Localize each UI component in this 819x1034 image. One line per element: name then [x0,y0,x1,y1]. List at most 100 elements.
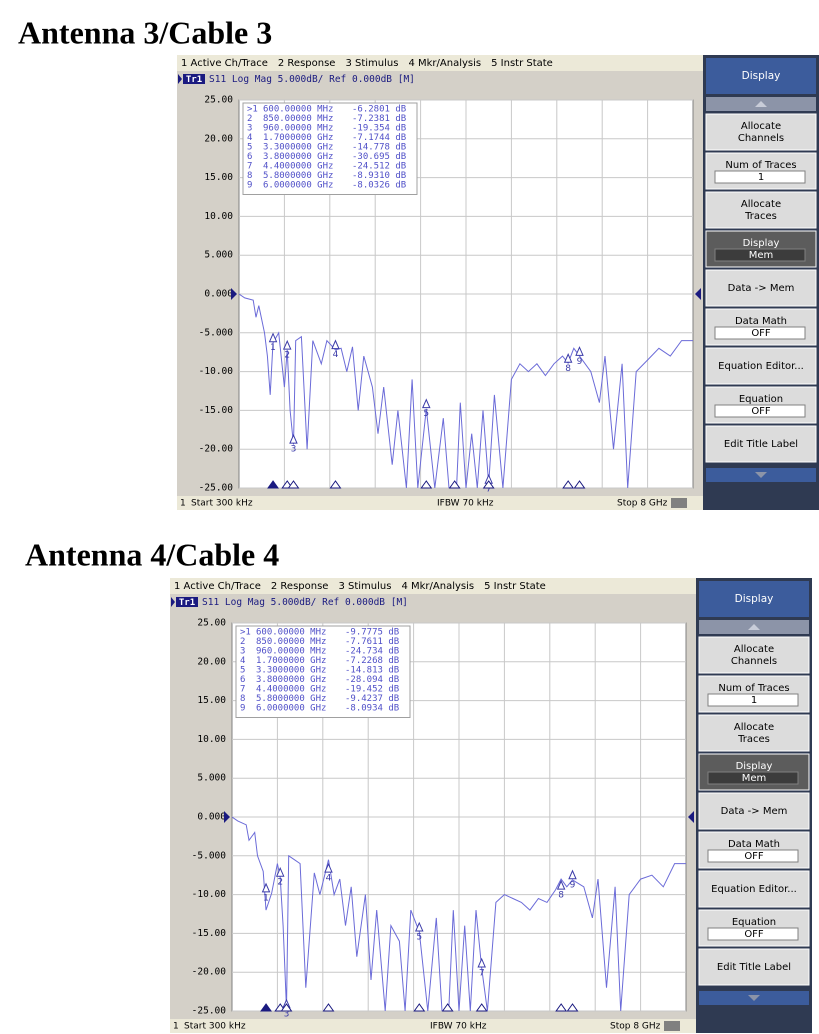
softkey[interactable] [698,948,810,986]
marker-id: 4 [247,133,252,143]
softkey[interactable] [698,792,810,830]
softkey-value: OFF [744,851,764,862]
marker-axis [420,480,433,489]
menu-item[interactable]: 2 Response [278,58,336,69]
softkey-value-box [707,693,799,707]
softkey-label: Channels [731,656,777,667]
marker-response: -9.7775 dB [345,628,399,638]
marker-stimulus: 1.7000000 GHz [263,133,333,143]
marker-response: -14.778 dB [352,143,406,153]
screenshot: 1 Active Ch/Trace 2 Response 3 Stimulus 4 M… [170,578,812,1033]
marker-axis [441,1003,454,1012]
footer-start: Start 300 kHz [191,499,253,509]
softkey-value: 1 [758,172,764,183]
y-tick-label: 10.00 [204,211,233,222]
y-tick-label: -5.000 [199,327,234,338]
menu-item[interactable]: 4 Mkr/Analysis [401,581,474,592]
screenshot: 1 Active Ch/Trace 2 Response 3 Stimulus 4 M… [177,55,819,510]
menu-item[interactable]: 1 Active Ch/Trace [174,581,261,592]
softkey[interactable] [698,714,810,752]
softkey-label: Equation [732,917,776,928]
marker-axis [267,480,280,489]
marker [415,921,424,932]
marker [477,957,486,968]
menu-item[interactable]: 3 Stimulus [345,58,398,69]
footer [177,496,703,510]
softkey-label: Equation [739,394,783,405]
marker-id: 9 [247,181,252,191]
footer-start: Start 300 kHz [184,1022,246,1032]
softkey-label: Traces [737,734,770,745]
marker-number: 2 [277,878,283,888]
marker-stimulus: 600.00000 MHz [256,628,326,638]
scroll-up-arrow [755,101,767,107]
softkey[interactable] [705,425,817,463]
menu-item[interactable]: 5 Instr State [484,581,546,592]
marker-axis [448,480,461,489]
marker-axis [573,480,586,489]
marker [275,866,285,877]
marker-id: 7 [240,685,245,695]
y-tick-label: 20.00 [204,133,233,144]
marker-axis [329,480,342,489]
softkey-label: Display [743,238,780,249]
marker-id: 9 [240,704,245,714]
menu-item[interactable]: 3 Stimulus [338,581,391,592]
menu-bar [177,55,703,71]
softkey-value-box [707,771,799,785]
ref-marker [224,811,230,823]
softkey[interactable] [698,870,810,908]
marker [289,433,298,444]
softkey-value: 1 [751,695,757,706]
marker-response: -7.2381 dB [352,114,406,124]
y-tick-label: -15.00 [199,405,234,416]
footer-channel: 1 [173,1022,179,1032]
marker-stimulus: 850.00000 MHz [263,114,333,124]
y-tick-label: -20.00 [199,444,234,455]
softkey-label: Edit Title Label [717,962,791,973]
softkey[interactable] [705,191,817,229]
menu-item[interactable]: 5 Instr State [491,58,553,69]
marker-stimulus: 3.3000000 GHz [263,143,333,153]
softkey-title-box [699,581,809,617]
marker-id: 5 [247,143,252,153]
marker-id: 7 [247,162,252,172]
softkey-label: Display [736,761,773,772]
marker [556,879,566,890]
y-tick-label: 20.00 [197,656,226,667]
marker-number: 8 [558,891,564,901]
y-tick-label: 0.000 [204,289,233,300]
marker-id: 8 [247,171,252,181]
marker-stimulus: 1.7000000 GHz [256,656,326,666]
trace-header: S11 Log Mag 5.000dB/ Ref 0.000dB [M] [209,74,415,85]
footer-stop: Stop 8 GHz [617,499,668,509]
softkey[interactable] [705,347,817,385]
softkey-value: OFF [744,929,764,940]
y-tick-label: 25.00 [197,618,226,629]
footer-ifbw: IFBW 70 kHz [437,499,494,509]
marker-stimulus: 3.3000000 GHz [256,666,326,676]
marker-id: >1 [240,628,251,638]
ref-marker [695,288,701,300]
menu-item[interactable]: 4 Mkr/Analysis [408,58,481,69]
softkey-value: Mem [742,773,767,784]
trace-arrow [171,597,175,607]
softkey-label: Data Math [735,316,787,327]
softkey-label: Allocate [741,121,781,132]
marker-number: 7 [486,485,492,495]
marker-id: 3 [247,124,252,134]
softkey[interactable] [705,269,817,307]
trace-header: S11 Log Mag 5.000dB/ Ref 0.000dB [M] [202,597,408,608]
menu-item[interactable]: 2 Response [271,581,329,592]
marker-axis [322,1003,335,1012]
softkey[interactable] [698,636,810,674]
marker-stimulus: 960.00000 MHz [263,124,333,134]
marker-axis [482,480,495,489]
menu-item[interactable]: 1 Active Ch/Trace [181,58,268,69]
heading: Antenna 3/Cable 3 [18,14,272,50]
y-tick-label: -10.00 [199,366,234,377]
softkey-label: Data -> Mem [721,806,788,817]
marker-response: -28.094 dB [345,675,399,685]
softkey-title: Display [742,70,781,82]
softkey[interactable] [705,113,817,151]
